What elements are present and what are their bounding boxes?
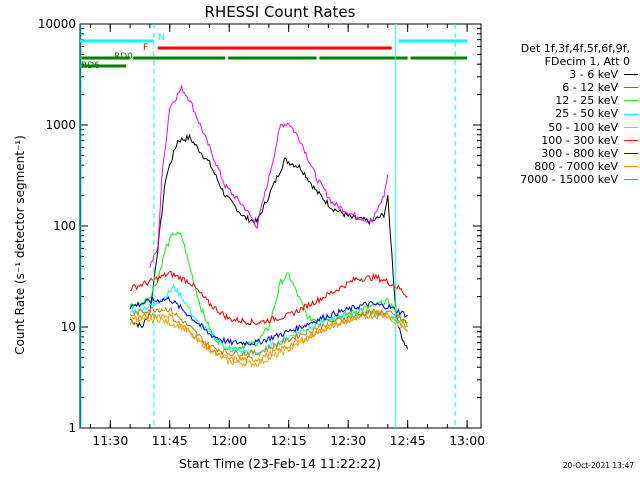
legend-item: 100 - 300 keV: [496, 134, 638, 147]
flag-label-rd6: RD6: [81, 61, 100, 71]
series-line-0: [129, 133, 409, 350]
legend-header-2: FDecim 1, Att 0: [544, 55, 630, 69]
x-tick-label: 11:45: [152, 433, 188, 448]
x-tick-label: 13:00: [449, 433, 485, 448]
legend-item-label: 3 - 6 keV: [569, 68, 618, 82]
x-tick-label: 11:30: [92, 433, 128, 448]
legend-item-label: 100 - 300 keV: [541, 133, 618, 147]
series-lines: [129, 84, 409, 368]
legend: Det 1f,3f,4f,5f,6f,9f, FDecim 1, Att 0 3…: [496, 42, 638, 186]
plot-frame: [79, 23, 482, 429]
legend-swatch: [624, 139, 638, 141]
legend-item-label: 25 - 50 keV: [555, 107, 618, 121]
x-axis-label: Start Time (23-Feb-14 11:22:22): [179, 456, 381, 471]
y-axis-label: Count Rate (s⁻¹ detector segment⁻¹): [13, 135, 27, 355]
y-tick-label: 1000: [45, 118, 76, 132]
legend-item: 800 - 7000 keV: [496, 160, 638, 173]
series-line-2: [129, 231, 409, 353]
plot-axes: [79, 23, 482, 429]
flag-bars: NF RD0 RD6: [80, 33, 468, 71]
legend-item: 25 - 50 keV: [496, 107, 638, 120]
x-tick-label: 12:30: [330, 433, 366, 448]
x-tick-label: 12:00: [211, 433, 247, 448]
legend-item-label: 800 - 7000 keV: [534, 159, 618, 173]
legend-swatch: [624, 74, 638, 76]
series-line-3: [129, 282, 409, 356]
legend-swatch: [624, 87, 638, 89]
legend-item: 300 - 800 keV: [496, 147, 638, 160]
series-line-4: [129, 309, 408, 368]
series-line-1: [149, 84, 389, 268]
x-tick-label: 12:15: [271, 433, 307, 448]
legend-item-label: 50 - 100 keV: [548, 120, 618, 134]
legend-item: 7000 - 15000 keV: [496, 173, 638, 186]
legend-swatch: [624, 152, 638, 154]
legend-item: 3 - 6 keV: [496, 68, 638, 81]
legend-item-label: 7000 - 15000 keV: [520, 172, 618, 186]
series-line-5: [129, 270, 408, 326]
flag-label-f: F: [143, 43, 148, 53]
legend-item-label: 300 - 800 keV: [541, 146, 618, 160]
footer-date: 20-Oct-2021 13:47: [562, 461, 634, 470]
series-line-6: [129, 296, 408, 347]
legend-item: 6 - 12 keV: [496, 81, 638, 94]
vertical-markers: [80, 24, 456, 428]
series-line-8: [129, 306, 408, 358]
legend-item: 50 - 100 keV: [496, 121, 638, 134]
legend-swatch: [624, 113, 638, 115]
x-tick-label: 12:45: [390, 433, 426, 448]
y-tick-label: 100: [53, 219, 76, 233]
legend-swatch: [624, 126, 638, 128]
legend-item-label: 12 - 25 keV: [555, 94, 618, 108]
y-tick-label: 10000: [38, 17, 76, 31]
legend-header-1: Det 1f,3f,4f,5f,6f,9f,: [520, 42, 630, 55]
tick-labels: 1 10 100 1000 10000 11:30 11:45 12:00 12:15 12:30…: [38, 17, 485, 448]
flag-label-n: N: [158, 33, 165, 43]
y-tick-label: 1: [68, 421, 76, 435]
legend-swatch: [624, 100, 638, 102]
chart-title: RHESSI Count Rates: [205, 3, 356, 21]
legend-swatch: [624, 178, 638, 180]
legend-item-label: 6 - 12 keV: [562, 81, 618, 95]
flag-label-rd0: RD0: [114, 52, 133, 62]
legend-swatch: [624, 165, 638, 167]
y-tick-label: 10: [61, 320, 76, 334]
legend-item: 12 - 25 keV: [496, 94, 638, 107]
